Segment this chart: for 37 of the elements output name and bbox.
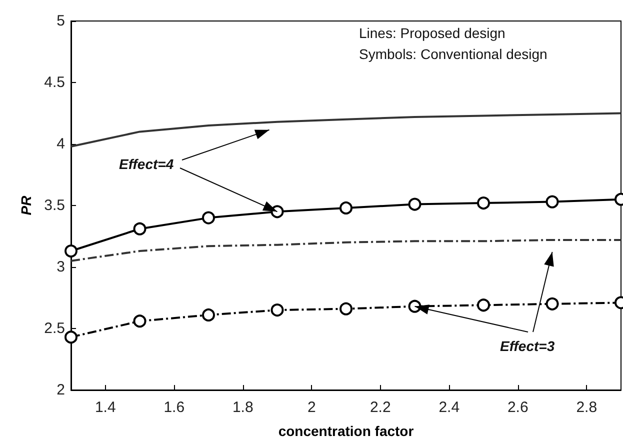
- y-tick-label: 4: [56, 136, 65, 152]
- point: [340, 302, 352, 316]
- annotation: Symbols: Conventional design: [359, 46, 548, 62]
- x-tick-label: 1.6: [164, 399, 185, 416]
- point: [477, 298, 490, 312]
- line-series: [70, 112, 622, 148]
- point: [340, 201, 352, 214]
- point: [64, 244, 78, 258]
- x-tick-label: 2.4: [438, 399, 460, 416]
- y-tick-label: 2.5: [44, 320, 65, 337]
- x-tick-label: 2.2: [370, 399, 391, 416]
- x-tick-label: 1.8: [232, 399, 254, 416]
- x-tick-label: 2.8: [576, 399, 598, 416]
- point: [546, 195, 559, 208]
- point: [202, 308, 215, 322]
- point: [202, 211, 215, 224]
- y-tick-label: 4.5: [44, 74, 65, 91]
- point: [477, 196, 490, 210]
- point: [133, 222, 146, 236]
- x-tick-label: 1.4: [94, 399, 116, 416]
- y-tick-label: 2: [56, 382, 65, 398]
- x-tick-label: 2: [307, 399, 316, 416]
- y-tick-label: 3.5: [44, 197, 65, 214]
- line-series: [70, 238, 622, 262]
- point: [133, 314, 146, 328]
- annotation: Effect=4: [119, 156, 174, 172]
- y-tick-label: 3: [56, 258, 65, 276]
- annotation: Lines: Proposed design: [359, 25, 506, 41]
- point: [546, 297, 559, 310]
- x-tick-label: 2.6: [507, 399, 528, 416]
- annotation: Effect=3: [500, 338, 555, 354]
- point: [64, 330, 78, 344]
- point: [408, 198, 422, 211]
- y-axis-title: PR: [18, 194, 34, 216]
- point: [270, 304, 284, 317]
- y-tick-label: 5: [56, 12, 65, 30]
- x-axis-title: concentration factor: [278, 423, 414, 439]
